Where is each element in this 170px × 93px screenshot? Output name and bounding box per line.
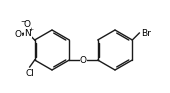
Text: O: O [80,56,87,65]
Text: −: − [20,19,25,24]
Text: O: O [23,20,30,29]
Text: N: N [24,28,31,37]
Text: +: + [28,27,33,32]
Text: O: O [14,29,21,39]
Text: Cl: Cl [25,69,34,78]
Text: Br: Br [141,28,151,37]
